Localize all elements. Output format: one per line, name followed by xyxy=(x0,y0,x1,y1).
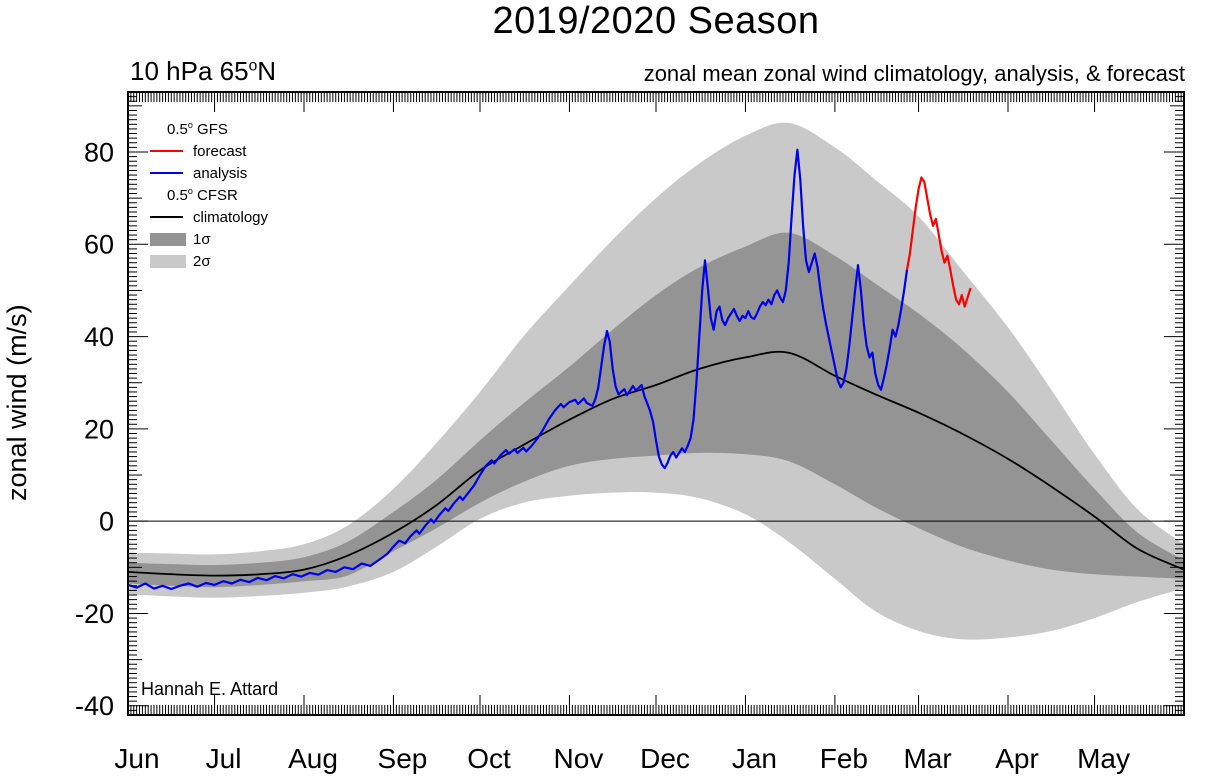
y-tick-label--20: -20 xyxy=(75,599,114,629)
chart-title: 2019/2020 Season xyxy=(492,0,820,42)
y-tick-label--40: -40 xyxy=(75,691,114,721)
forecast-line-swatch xyxy=(150,150,183,152)
legend-gfs-label: 0.5o GFS xyxy=(167,119,228,138)
month-label-sep: Sep xyxy=(378,743,428,774)
subtitle-left-text: 10 hPa 65 xyxy=(130,56,249,86)
legend-cfsr-label: 0.5o CFSR xyxy=(167,185,238,204)
legend-item-2sigma: 2σ xyxy=(150,250,268,272)
analysis-line-swatch xyxy=(150,172,183,174)
y-tick-label-40: 40 xyxy=(84,322,114,352)
month-label-feb: Feb xyxy=(820,743,868,774)
legend-item-climatology: climatology xyxy=(150,206,268,228)
month-label-jul: Jul xyxy=(206,743,242,774)
month-label-nov: Nov xyxy=(554,743,604,774)
subtitle-left-unit: N xyxy=(257,56,277,86)
legend-item-1sigma: 1σ xyxy=(150,228,268,250)
legend-item-forecast: forecast xyxy=(150,140,268,162)
attribution: Hannah E. Attard xyxy=(141,679,279,699)
month-label-jun: Jun xyxy=(114,743,159,774)
sigma1-box-swatch xyxy=(150,232,186,246)
legend-forecast-label: forecast xyxy=(193,142,247,160)
legend: 0.5o GFS forecast analysis 0.5o CFSR cli… xyxy=(150,118,268,272)
y-tick-label-20: 20 xyxy=(84,414,114,444)
month-label-dec: Dec xyxy=(640,743,690,774)
degree-superscript: o xyxy=(248,57,258,75)
x-axis-labels: Jun Jul Aug Sep Oct Nov Dec Jan Feb Mar Apr May xyxy=(114,743,1130,774)
month-label-aug: Aug xyxy=(288,743,338,774)
legend-2sigma-label: 2σ xyxy=(193,252,211,270)
climatology-line-swatch xyxy=(150,216,183,218)
analysis-line xyxy=(127,148,909,591)
y-tick-label-60: 60 xyxy=(84,230,114,260)
subtitle-left: 10 hPa 65oN xyxy=(130,56,276,87)
month-label-oct: Oct xyxy=(467,743,511,774)
legend-1sigma-label: 1σ xyxy=(193,230,211,248)
y-tick-label-0: 0 xyxy=(99,507,114,537)
legend-climatology-label: climatology xyxy=(193,208,269,226)
y-axis-labels: -40 -20 0 20 40 60 80 xyxy=(75,137,114,721)
forecast-line xyxy=(905,176,972,308)
month-label-jan: Jan xyxy=(732,743,777,774)
band-1sigma xyxy=(128,232,1184,588)
legend-analysis-label: analysis xyxy=(193,164,248,182)
month-label-may: May xyxy=(1077,743,1130,774)
y-tick-label-80: 80 xyxy=(84,137,114,167)
subtitle-right: zonal mean zonal wind climatology, analy… xyxy=(643,61,1185,86)
axis-ticks xyxy=(127,91,1185,716)
plot-frame xyxy=(127,91,1185,716)
month-label-apr: Apr xyxy=(995,743,1039,774)
month-label-mar: Mar xyxy=(903,743,951,774)
sigma2-box-swatch xyxy=(150,254,186,268)
legend-cfsr-header: 0.5o CFSR xyxy=(150,184,268,206)
legend-item-analysis: analysis xyxy=(150,162,268,184)
legend-gfs-header: 0.5o GFS xyxy=(150,118,268,140)
climatology-line xyxy=(127,350,1185,577)
